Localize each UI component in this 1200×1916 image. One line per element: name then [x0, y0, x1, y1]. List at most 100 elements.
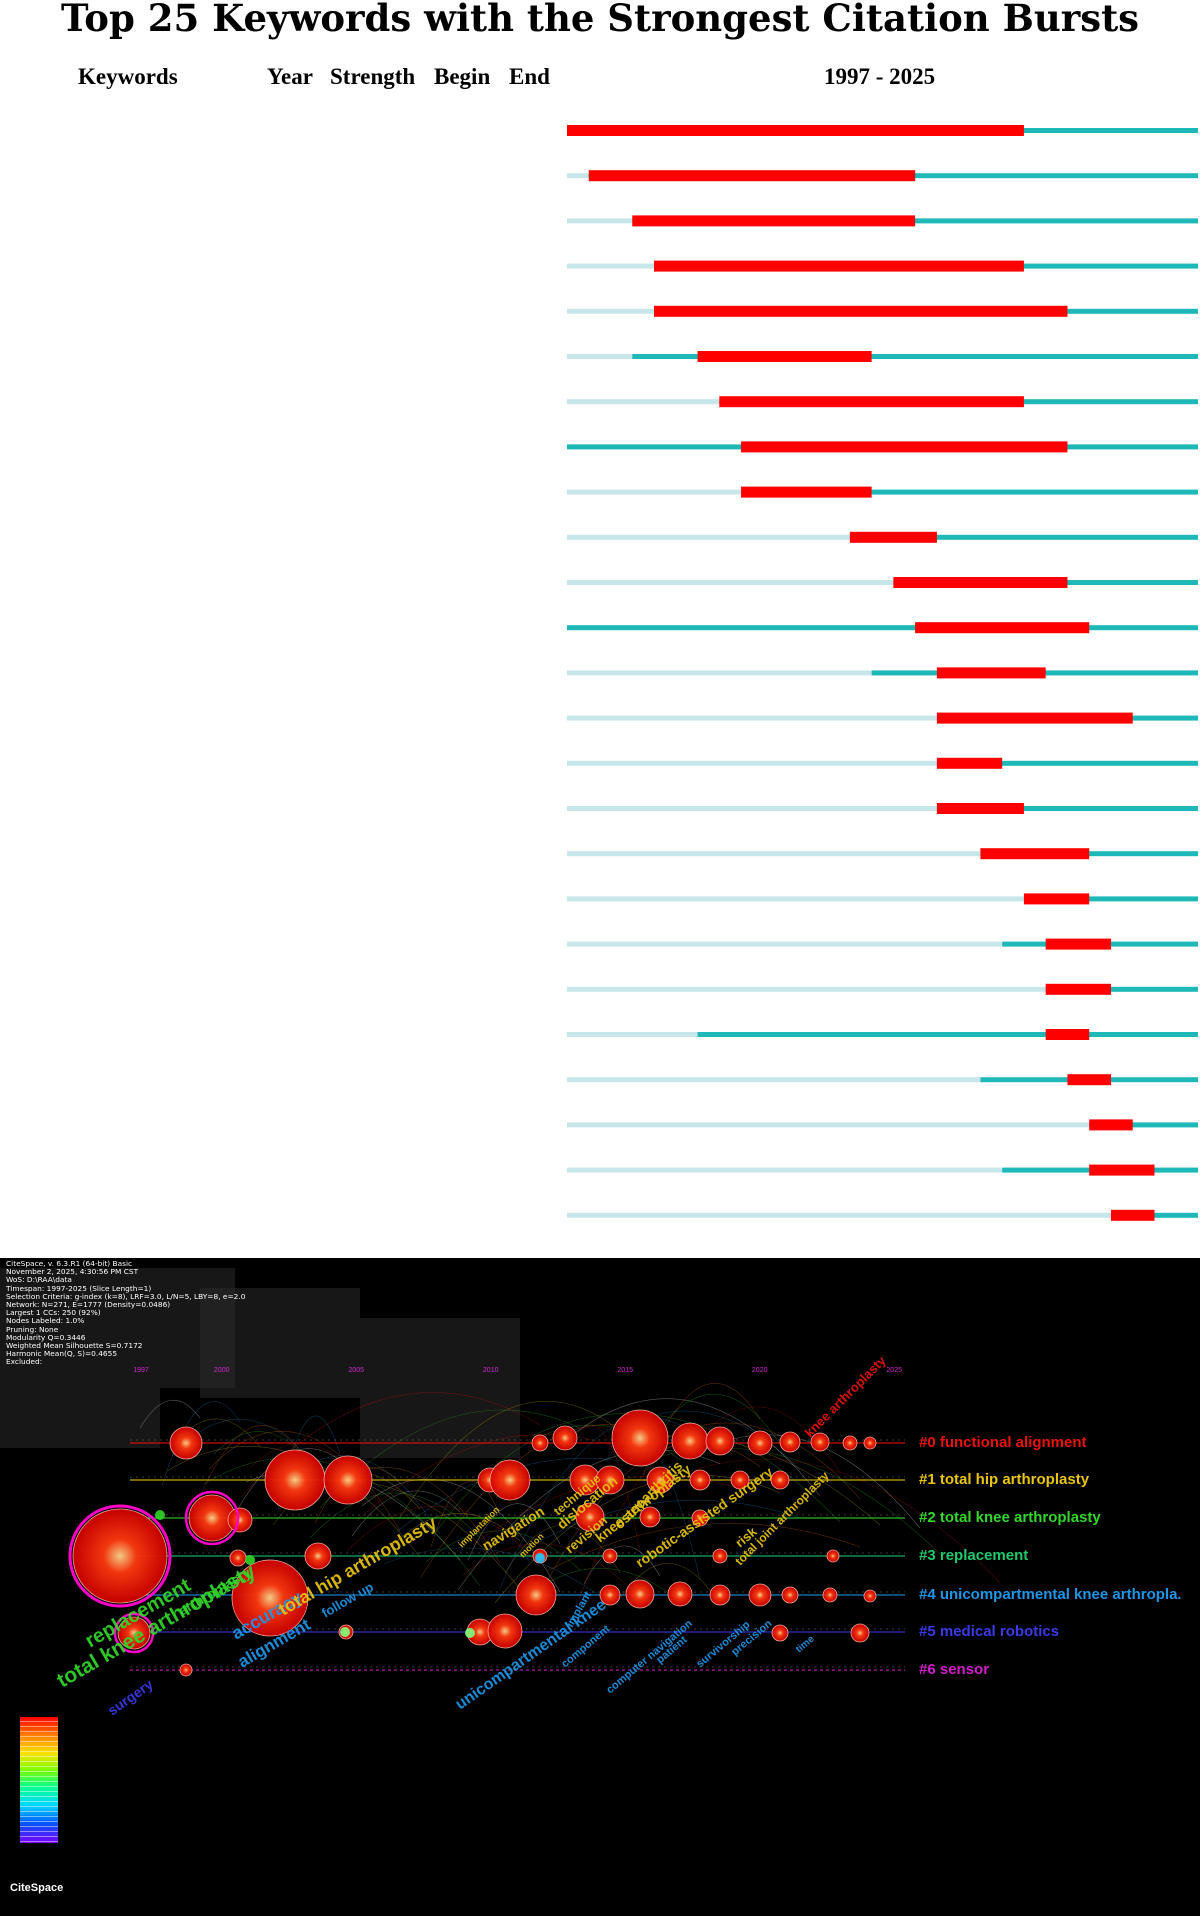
co-occurrence-link: [499, 1417, 701, 1589]
stats-line: Network: N=271, E=1777 (Density=0.0486): [6, 1300, 171, 1310]
cluster-label: #3 replacement: [919, 1547, 1029, 1564]
bar-active-period: [936, 715, 1198, 721]
bar-burst: [1023, 893, 1090, 905]
cluster-label: #0 functional alignment: [919, 1434, 1087, 1451]
header-keywords: Keywords: [78, 64, 178, 89]
timeline-year-label: 2005: [348, 1367, 364, 1374]
stats-line: WoS: D:\RAA\data: [6, 1275, 72, 1285]
keyword-node: [730, 1470, 750, 1490]
keyword-node: [748, 1583, 772, 1607]
bar-before-start: [567, 354, 633, 359]
bar-burst: [697, 351, 872, 362]
stats-line: Weighted Mean Silhouette S=0.7172: [6, 1341, 143, 1351]
keyword-node: [552, 1425, 578, 1451]
keyword-node: [245, 1555, 255, 1565]
bar-burst: [654, 305, 1068, 317]
keyword-node: [231, 1559, 309, 1637]
bar-before-start: [567, 715, 937, 721]
bar-active-period: [980, 851, 1198, 857]
node-label: surgery: [105, 1676, 156, 1719]
stats-line: Modularity Q=0.3446: [6, 1332, 86, 1342]
timeline-year-label: 2010: [483, 1367, 499, 1374]
co-occurrence-link: [425, 1530, 581, 1571]
bar-before-start: [567, 308, 655, 314]
co-occurrence-link: [462, 1543, 641, 1600]
keyword-node: [489, 1459, 531, 1501]
cluster-label: #4 unicompartmental knee arthropla.: [919, 1586, 1182, 1603]
bar-active-period: [936, 760, 1198, 766]
co-occurrence-link: [541, 1568, 681, 1603]
bar-before-start: [567, 218, 633, 224]
keyword-node: [602, 1548, 618, 1564]
co-occurrence-link: [583, 1545, 661, 1585]
bar-active-period: [1045, 986, 1198, 992]
keyword-node: [264, 1449, 326, 1511]
node-label: knee arthroplasty: [802, 1352, 890, 1440]
keyword-node: [671, 1422, 709, 1460]
bar-before-start: [567, 580, 894, 585]
co-occurrence-link: [208, 1431, 401, 1532]
co-occurrence-link: [430, 1481, 501, 1548]
co-occurrence-link: [568, 1424, 641, 1552]
co-occurrence-link: [531, 1413, 841, 1523]
header-end: End: [509, 64, 550, 89]
network-stats: CiteSpace, v. 6.3.R1 (64-bit) Basic Novem…: [6, 1259, 245, 1367]
bar-active-period: [980, 1077, 1198, 1083]
bar-active-period: [1023, 896, 1198, 902]
bar-active-period: [588, 173, 1198, 179]
keyword-node: [487, 1613, 523, 1649]
keyword-node: [709, 1584, 731, 1606]
keyword-node: [863, 1589, 877, 1603]
bar-burst: [936, 667, 1046, 679]
bar-active-period: [632, 354, 1198, 359]
bar-active-period: [741, 489, 1198, 495]
keyword-node: [117, 1616, 151, 1650]
bar-before-start: [567, 760, 937, 766]
bar-burst: [1089, 1119, 1133, 1131]
bar-active-period: [871, 670, 1198, 676]
co-occurrence-link: [684, 1458, 1001, 1584]
bar-before-start: [567, 263, 655, 269]
bar-burst: [936, 712, 1133, 724]
background-block: [200, 1288, 360, 1398]
header-begin: Begin: [434, 64, 491, 89]
timeline-year-label: 2015: [617, 1367, 633, 1374]
keyword-node: [826, 1549, 840, 1563]
bar-burst: [1045, 983, 1111, 995]
citespace-logo: CiteSpace: [10, 1882, 64, 1894]
bar-active-period: [936, 806, 1198, 811]
bar-active-period: [567, 625, 1198, 631]
keyword-node: [515, 1574, 557, 1616]
stats-line: Nodes Labeled: 1.0%: [6, 1316, 85, 1326]
bar-active-period: [849, 534, 1198, 540]
bar-before-start: [567, 806, 937, 811]
co-occurrence-link: [198, 1425, 301, 1500]
stats-line: Timespan: 1997-2025 (Slice Length=1): [6, 1283, 152, 1293]
co-occurrence-link: [467, 1503, 561, 1561]
bar-burst: [849, 531, 937, 543]
bar-burst: [980, 848, 1090, 860]
co-occurrence-link: [309, 1492, 481, 1539]
timeline-year-label: 2025: [886, 1367, 902, 1374]
bar-burst: [936, 757, 1003, 769]
co-occurrence-link: [398, 1400, 621, 1520]
bar-active-period: [654, 263, 1198, 269]
keyword-node: [465, 1628, 475, 1638]
bar-before-start: [567, 173, 589, 179]
keyword-node: [770, 1470, 790, 1490]
bar-burst: [1045, 938, 1111, 950]
keyword-node: [575, 1502, 605, 1532]
keyword-node: [323, 1455, 373, 1505]
keyword-node: [822, 1587, 838, 1603]
cluster-label: #2 total knee arthroplasty: [919, 1509, 1101, 1526]
keyword-node: [179, 1663, 193, 1677]
co-occurrence-link: [573, 1398, 821, 1497]
bar-before-start: [567, 670, 872, 676]
bar-burst: [654, 260, 1024, 272]
background-block: [0, 1268, 235, 1388]
bar-active-period: [1110, 1212, 1198, 1218]
stats-line: Pruning: None: [6, 1324, 59, 1334]
co-occurrence-link: [657, 1394, 781, 1445]
cluster-label: #1 total hip arthroplasty: [919, 1471, 1090, 1488]
bar-burst: [588, 170, 916, 182]
